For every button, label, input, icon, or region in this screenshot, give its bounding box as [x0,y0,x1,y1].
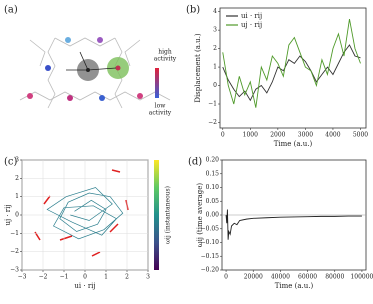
y-tick-label: 0.15 [206,170,220,177]
x-tick-label: 0 [83,274,87,281]
x-tick-label: 60000 [298,274,317,281]
y-tick-label: 2 [15,175,19,182]
x-tick-label: 2 [125,274,129,281]
y-tick-label: −2 [10,248,19,255]
x-tick-label: 100000 [350,274,373,281]
x-tick-label: −2 [39,274,48,281]
y-tick-label: 3 [15,157,19,164]
node [137,93,143,99]
high-label: high [158,49,172,56]
y-tick-label: 0.05 [206,198,220,205]
y-tick-label: 1 [213,64,217,71]
y-tick-label: −0.20 [201,267,220,274]
plot-area [219,7,367,129]
node [65,37,71,43]
legend-label: uj · rij [241,21,262,29]
arrow [79,51,89,71]
y-tick-label: 0.00 [206,212,220,219]
y-tick-label: 0 [213,82,217,89]
x-tick-label: 1 [104,274,108,281]
arrow [109,223,119,233]
arrow [111,169,121,173]
chain [47,37,56,109]
arrow [87,67,117,71]
series-line [225,209,362,240]
legend-label: ui · rij [241,12,262,20]
high-label: activity [154,56,177,63]
y-tick-label: 0.10 [206,184,220,191]
y-tick-label: 2 [213,45,217,52]
x-tick-label: 3 [146,274,150,281]
x-axis-label: ui · rij [74,282,95,290]
y-axis-label: ωij (time average) [196,183,204,248]
panel-label: (d) [188,157,202,168]
y-tick-label: −0.05 [201,225,220,232]
x-axis-label: Time (a.u.) [275,282,314,290]
x-tick-label: 3000 [298,132,313,139]
node [115,65,121,71]
schematic-nodes [27,37,159,101]
series-line [222,18,361,108]
arrow [43,195,51,205]
colorbar [154,160,159,270]
y-tick-label: −1 [10,230,19,237]
low-label: low [155,103,167,110]
y-tick-label: −3 [10,267,19,274]
x-tick-label: 0 [221,132,225,139]
y-axis-label: uj · rij [4,204,12,225]
y-tick-label: 1 [15,193,19,200]
node [45,65,51,71]
y-tick-label: −2 [208,119,217,126]
y-tick-label: −0.10 [201,239,220,246]
y-tick-label: 4 [213,8,217,15]
node [67,95,73,101]
x-tick-label: 5000 [353,132,368,139]
x-tick-label: 4000 [325,132,340,139]
node [97,37,103,43]
panel-label: (b) [186,5,200,16]
x-tick-label: 0 [224,274,228,281]
y-tick-label: 0 [15,212,19,219]
y-tick-label: −0.15 [201,253,220,260]
chain [54,37,116,47]
panel-label: (a) [4,5,18,16]
arrow [91,251,101,257]
flow-arrows [34,169,129,257]
chain [124,39,141,67]
x-tick-label: 40000 [271,274,290,281]
y-tick-label: 0.20 [206,157,220,164]
chain [19,91,171,101]
y-tick-label: −1 [208,101,217,108]
chain [29,39,46,67]
x-tick-label: 80000 [325,274,344,281]
x-tick-label: −1 [60,274,69,281]
node [99,95,105,101]
x-tick-label: 20000 [244,274,263,281]
activity-colorbar [155,68,159,98]
colorbar-label: ωij (instantaneous) [165,186,172,244]
low-label: activity [149,110,172,117]
x-tick-label: −3 [18,274,27,281]
x-tick-label: 1000 [243,132,258,139]
schematic [19,37,171,109]
node [27,93,33,99]
y-tick-label: 3 [213,27,217,34]
y-axis-label: Displacement (a.u.) [194,33,202,103]
panel-label: (c) [4,157,18,168]
series-line [222,44,361,102]
x-axis-label: Time (a.u.) [274,140,313,148]
trajectory [46,187,124,240]
x-tick-label: 2000 [270,132,285,139]
arrow [59,235,73,241]
